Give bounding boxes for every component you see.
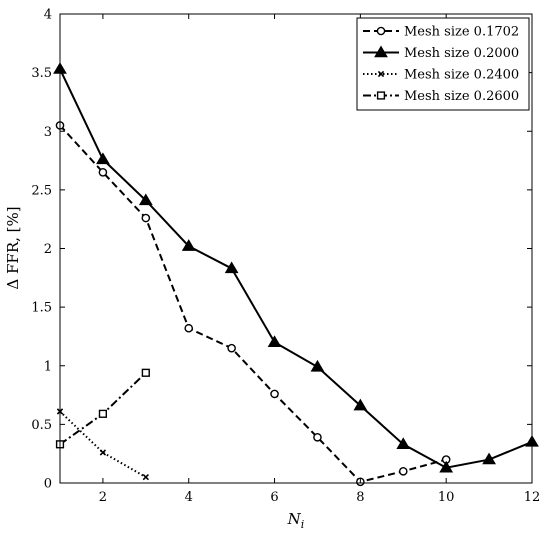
legend-marker xyxy=(376,26,386,36)
legend-marker xyxy=(376,91,386,100)
y-tick-label: 4 xyxy=(44,8,52,23)
legend-item: Mesh size 0.1702 xyxy=(363,25,519,40)
data-point xyxy=(99,449,107,456)
plot-frame xyxy=(59,13,533,484)
legend-label: Mesh size 0.2600 xyxy=(404,89,519,104)
data-point xyxy=(353,398,368,411)
data-point xyxy=(141,368,150,377)
legend-box xyxy=(356,17,530,111)
legend-item: Mesh size 0.2600 xyxy=(363,89,519,104)
y-tick-label: 2.5 xyxy=(31,183,52,198)
data-point xyxy=(181,239,196,251)
data-point xyxy=(270,389,279,399)
data-point xyxy=(267,335,282,347)
data-point xyxy=(96,152,110,165)
legend-marker xyxy=(377,70,385,78)
data-point xyxy=(224,261,239,274)
y-tick-label: 2 xyxy=(44,242,52,257)
data-point xyxy=(184,323,194,333)
x-tick-label: 4 xyxy=(185,490,193,505)
data-point xyxy=(398,466,408,476)
data-point xyxy=(98,409,108,418)
legend-marker xyxy=(374,45,388,58)
y-tick-label: 0.5 xyxy=(31,418,52,433)
y-tick-label: 1 xyxy=(44,359,52,374)
legend: Mesh size 0.1702 Mesh size 0.2000 Mesh siz… xyxy=(356,17,530,111)
data-point xyxy=(313,432,322,442)
y-tick-label: 3 xyxy=(44,125,52,140)
data-point xyxy=(439,460,454,473)
x-tick-label: 12 xyxy=(524,490,541,505)
legend-item: Mesh size 0.2400 xyxy=(363,68,519,83)
y-tick-label: 1.5 xyxy=(31,301,52,316)
series-layer xyxy=(53,62,539,487)
x-axis-title: Ni xyxy=(287,510,305,531)
y-tick-label: 3.5 xyxy=(31,66,52,81)
x-axis-title-subscript: i xyxy=(301,518,305,531)
data-point xyxy=(396,437,411,450)
legend-label: Mesh size 0.2400 xyxy=(404,68,519,83)
tick-layer: 2 4 6 8 10 12 0 0.5 1 1.5 2 2.5 3 3.5 4 xyxy=(31,8,540,506)
series-line xyxy=(59,124,447,483)
data-point xyxy=(482,452,496,465)
data-point xyxy=(141,213,151,223)
series-2 xyxy=(53,62,539,473)
x-tick-label: 6 xyxy=(270,490,278,505)
series-line xyxy=(59,410,147,479)
data-point xyxy=(98,167,108,177)
legend-label: Mesh size 0.2000 xyxy=(404,46,519,61)
data-point xyxy=(138,193,153,206)
legend-label: Mesh size 0.1702 xyxy=(404,25,519,40)
x-tick-label: 8 xyxy=(356,490,364,505)
y-tick-label: 0 xyxy=(44,477,52,492)
y-axis-title: Δ FFR, [%] xyxy=(4,206,22,289)
series-1 xyxy=(55,121,451,487)
data-point xyxy=(142,473,149,481)
series-line xyxy=(59,68,533,469)
x-tick-label: 2 xyxy=(99,490,107,505)
x-tick-label: 10 xyxy=(438,490,455,505)
data-point xyxy=(227,343,236,353)
data-point xyxy=(310,359,325,372)
legend-item: Mesh size 0.2000 xyxy=(363,45,519,61)
